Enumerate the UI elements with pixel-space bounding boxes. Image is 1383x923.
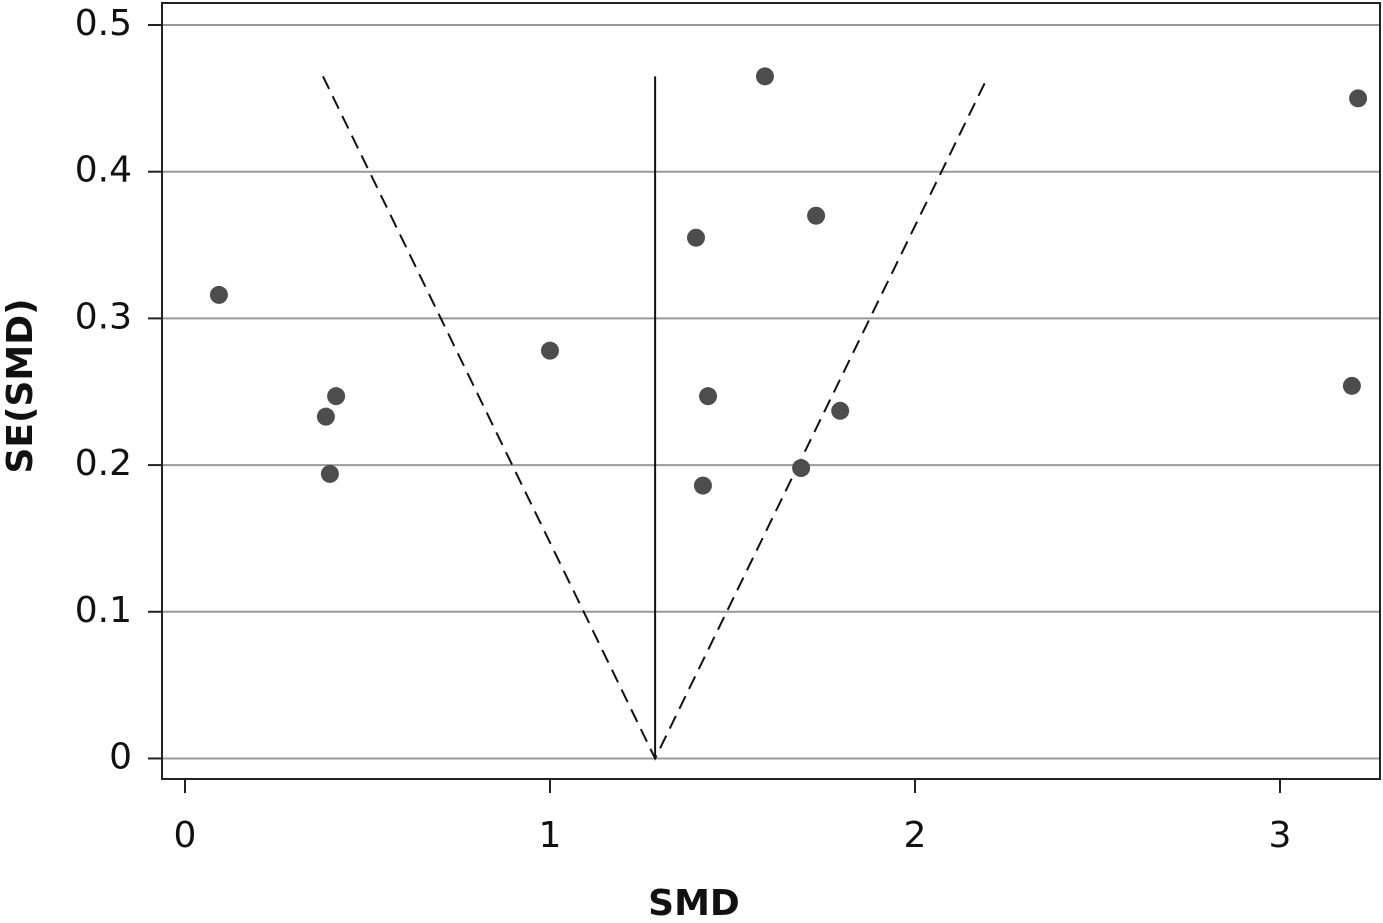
y-tick-label: 0 — [109, 736, 132, 777]
x-axis-title: SMD — [648, 883, 740, 923]
point — [792, 459, 811, 478]
point — [693, 476, 712, 495]
x-tick-label: 0 — [174, 815, 197, 856]
y-tick-label: 0.3 — [75, 296, 132, 337]
point — [327, 387, 346, 406]
point — [755, 67, 774, 86]
point — [320, 464, 339, 483]
point — [1349, 89, 1368, 108]
point — [209, 285, 228, 304]
point — [831, 401, 850, 420]
point — [699, 387, 718, 406]
x-tick-label: 1 — [539, 815, 562, 856]
x-tick-label: 3 — [1269, 815, 1292, 856]
point — [316, 407, 335, 426]
y-axis-title: SE(SMD) — [0, 298, 41, 473]
point — [686, 228, 705, 247]
point — [807, 206, 826, 225]
y-tick-label: 0.1 — [75, 590, 132, 631]
y-tick-label: 0.5 — [75, 3, 132, 44]
point — [540, 341, 559, 360]
point — [1342, 376, 1361, 395]
plot-frame — [161, 2, 1381, 780]
y-tick-label: 0.2 — [75, 443, 132, 484]
x-tick-label: 2 — [904, 815, 927, 856]
y-tick-label: 0.4 — [75, 150, 132, 191]
